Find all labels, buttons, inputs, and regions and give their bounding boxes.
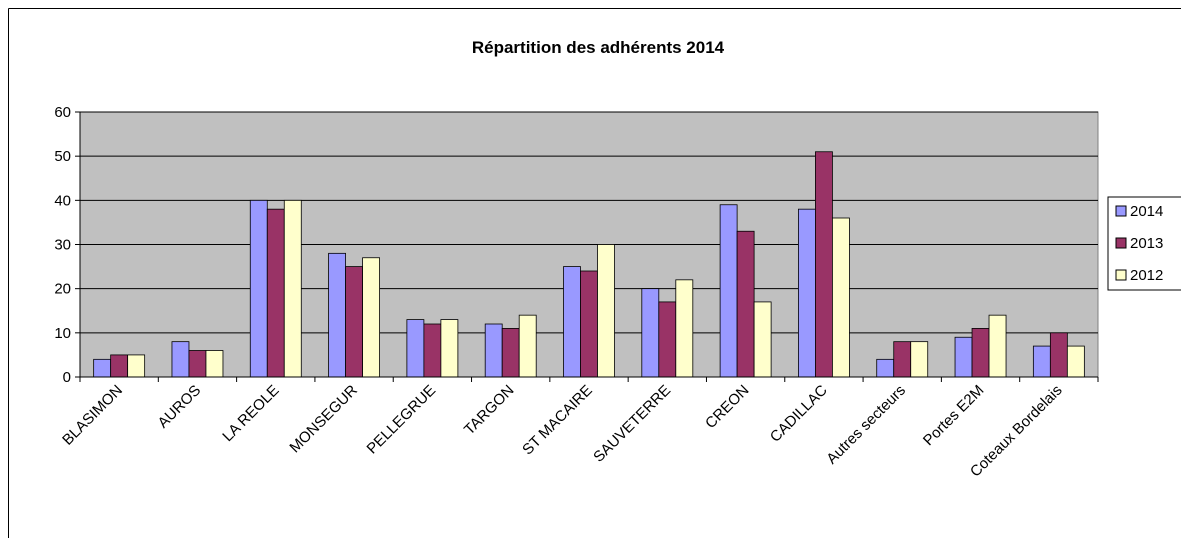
y-tick-label: 10 bbox=[54, 325, 71, 342]
bar bbox=[988, 314, 1007, 378]
bar bbox=[832, 217, 850, 378]
y-tick-label: 50 bbox=[54, 148, 71, 165]
x-tick-label: Portes E2M bbox=[920, 382, 987, 449]
x-tick-label: LA REOLE bbox=[219, 382, 282, 445]
bar bbox=[563, 266, 581, 378]
bar bbox=[328, 252, 346, 378]
bar bbox=[110, 354, 129, 378]
chart-title: Répartition des adhérents 2014 bbox=[472, 38, 725, 57]
bar bbox=[484, 323, 503, 378]
bar bbox=[1066, 345, 1085, 378]
bar bbox=[283, 199, 302, 378]
bar bbox=[954, 336, 973, 378]
x-tick-label: AUROS bbox=[155, 382, 205, 432]
bar bbox=[501, 328, 520, 378]
bar bbox=[93, 358, 112, 378]
x-tick-label: TARGON bbox=[461, 382, 518, 439]
x-tick-label: Autres secteurs bbox=[823, 382, 909, 468]
bar bbox=[910, 341, 929, 378]
y-tick-label: 20 bbox=[54, 281, 71, 298]
bar bbox=[719, 204, 738, 378]
bar bbox=[423, 323, 442, 378]
y-tick-label: 40 bbox=[54, 192, 71, 209]
x-tick-label: BLASIMON bbox=[59, 382, 126, 449]
y-tick-label: 0 bbox=[63, 369, 71, 386]
bar bbox=[798, 208, 816, 378]
bar bbox=[971, 328, 990, 378]
y-tick-label: 60 bbox=[54, 104, 71, 121]
bar bbox=[127, 354, 146, 378]
bar bbox=[440, 319, 459, 378]
legend-swatch bbox=[1115, 237, 1127, 249]
x-tick-label: MONSEGUR bbox=[286, 382, 361, 457]
y-tick-label: 30 bbox=[54, 237, 71, 254]
bar bbox=[876, 358, 895, 378]
legend-label: 2012 bbox=[1130, 267, 1163, 284]
x-tick-label: SAUVETERRE bbox=[590, 382, 674, 466]
bar bbox=[641, 288, 660, 378]
bar bbox=[188, 350, 207, 378]
legend-label: 2014 bbox=[1130, 203, 1163, 220]
bar bbox=[580, 270, 598, 378]
bar bbox=[345, 266, 363, 378]
bar bbox=[266, 208, 285, 378]
bar bbox=[205, 350, 224, 378]
x-tick-label: PELLEGRUE bbox=[364, 382, 440, 458]
bar bbox=[1032, 345, 1051, 378]
bar bbox=[815, 151, 833, 378]
bar bbox=[597, 244, 615, 378]
x-tick-label: ST MACAIRE bbox=[519, 382, 596, 459]
bar bbox=[1049, 332, 1068, 378]
bar bbox=[753, 301, 772, 378]
x-tick-label: CREON bbox=[702, 382, 752, 432]
bar bbox=[518, 314, 537, 378]
bar bbox=[362, 257, 380, 378]
bar bbox=[658, 301, 677, 378]
x-tick-label: CADILLAC bbox=[767, 382, 831, 446]
bar bbox=[249, 199, 268, 378]
bar bbox=[406, 319, 425, 378]
legend-label: 2013 bbox=[1130, 235, 1163, 252]
bar bbox=[171, 341, 190, 378]
legend-swatch bbox=[1115, 205, 1127, 217]
bar bbox=[736, 230, 755, 378]
bar bbox=[675, 279, 694, 378]
bar bbox=[893, 341, 912, 378]
legend-swatch bbox=[1115, 269, 1127, 281]
